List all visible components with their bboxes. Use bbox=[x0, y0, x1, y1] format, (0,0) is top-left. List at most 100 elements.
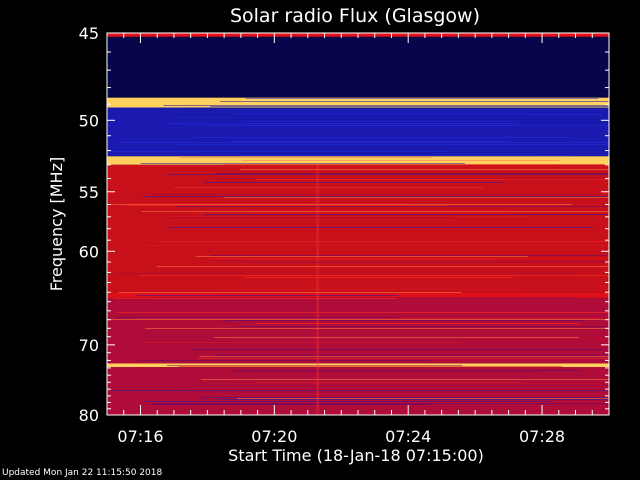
noise-streak bbox=[233, 370, 581, 371]
noise-streak bbox=[219, 399, 609, 400]
noise-streak bbox=[152, 194, 594, 195]
noise-streak bbox=[133, 325, 609, 326]
noise-streak bbox=[243, 121, 515, 122]
noise-streak bbox=[209, 106, 610, 107]
noise-streak bbox=[163, 105, 609, 106]
noise-streak bbox=[116, 312, 609, 313]
noise-streak bbox=[249, 262, 609, 263]
y-tick-label-70: 70 bbox=[79, 336, 99, 355]
noise-streak bbox=[195, 137, 570, 138]
noise-streak bbox=[209, 258, 609, 259]
noise-streak bbox=[216, 178, 609, 179]
noise-streak bbox=[199, 356, 610, 357]
noise-streak bbox=[192, 402, 610, 403]
noise-streak bbox=[191, 349, 605, 350]
noise-streak bbox=[220, 101, 609, 102]
noise-streak bbox=[108, 204, 573, 205]
noise-streak bbox=[169, 217, 453, 218]
noise-streak bbox=[234, 338, 609, 339]
noise-streak bbox=[184, 108, 609, 109]
noise-streak bbox=[137, 371, 543, 372]
noise-streak bbox=[195, 256, 529, 257]
heatmap-band-5 bbox=[107, 164, 609, 293]
noise-streak bbox=[239, 155, 574, 156]
noise-streak bbox=[171, 115, 527, 116]
noise-streak bbox=[199, 152, 533, 153]
heatmap-band-7 bbox=[107, 297, 609, 364]
noise-streak bbox=[127, 205, 450, 206]
heatmap-band-2 bbox=[107, 97, 609, 108]
y-tick-label-45: 45 bbox=[79, 24, 99, 43]
noise-streak bbox=[221, 201, 609, 202]
noise-streak bbox=[255, 179, 609, 180]
noise-streak bbox=[143, 401, 552, 402]
noise-streak bbox=[113, 298, 398, 299]
noise-streak bbox=[187, 125, 609, 126]
noise-streak bbox=[242, 160, 560, 161]
heatmap-area bbox=[107, 33, 609, 415]
noise-streak bbox=[246, 212, 610, 213]
noise-streak bbox=[245, 282, 609, 283]
noise-streak bbox=[236, 326, 609, 327]
noise-streak bbox=[142, 196, 609, 197]
noise-streak bbox=[153, 403, 609, 404]
noise-streak bbox=[127, 203, 407, 204]
noise-streak bbox=[116, 317, 396, 318]
noise-streak bbox=[210, 255, 609, 256]
noise-streak bbox=[140, 163, 465, 164]
y-tick-label-80: 80 bbox=[79, 406, 99, 425]
noise-streak bbox=[243, 277, 513, 278]
noise-streak bbox=[212, 355, 609, 356]
noise-streak bbox=[216, 173, 610, 174]
x-tick-label-2: 07:24 bbox=[385, 427, 431, 446]
noise-streak bbox=[107, 319, 609, 320]
noise-streak bbox=[178, 366, 562, 367]
noise-streak bbox=[137, 318, 609, 319]
noise-streak bbox=[256, 382, 521, 383]
noise-streak bbox=[168, 123, 519, 124]
noise-streak bbox=[233, 114, 601, 115]
noise-streak bbox=[174, 187, 484, 188]
noise-streak bbox=[155, 297, 576, 298]
noise-streak bbox=[142, 245, 609, 246]
noise-streak bbox=[256, 323, 580, 324]
y-tick-label-55: 55 bbox=[79, 183, 99, 202]
noise-streak bbox=[141, 211, 609, 212]
noise-streak bbox=[215, 289, 521, 290]
noise-streak bbox=[148, 119, 597, 120]
x-tick-label-1: 07:20 bbox=[251, 427, 297, 446]
chart-title: Solar radio Flux (Glasgow) bbox=[230, 5, 480, 27]
noise-streak bbox=[197, 213, 509, 214]
noise-streak bbox=[187, 385, 610, 386]
y-axis-label: Frequency [MHz] bbox=[47, 157, 66, 291]
noise-streak bbox=[141, 342, 462, 343]
noise-streak bbox=[113, 273, 581, 274]
noise-streak bbox=[211, 261, 609, 262]
noise-streak bbox=[222, 164, 609, 165]
x-tick-label-0: 07:16 bbox=[117, 427, 163, 446]
noise-streak bbox=[156, 266, 609, 267]
noise-streak bbox=[118, 142, 609, 143]
x-axis: 07:16 07:20 07:24 07:28 bbox=[117, 33, 593, 446]
noise-streak bbox=[118, 292, 462, 293]
noise-streak bbox=[168, 227, 594, 228]
noise-streak bbox=[111, 390, 610, 391]
heatmap-noise bbox=[107, 98, 610, 415]
noise-streak bbox=[200, 379, 609, 380]
noise-streak bbox=[236, 398, 609, 399]
noise-streak bbox=[204, 182, 503, 183]
noise-streak bbox=[213, 394, 610, 395]
y-tick-label-50: 50 bbox=[79, 111, 99, 130]
noise-streak bbox=[197, 358, 610, 359]
noise-streak bbox=[175, 206, 609, 207]
noise-streak bbox=[136, 295, 399, 296]
updated-timestamp: Updated Mon Jan 22 11:15:50 2018 bbox=[2, 468, 163, 478]
noise-streak bbox=[207, 122, 609, 123]
noise-streak bbox=[175, 144, 609, 145]
noise-streak bbox=[145, 328, 609, 329]
y-tick-label-60: 60 bbox=[79, 242, 99, 261]
x-tick-label-3: 07:28 bbox=[519, 427, 565, 446]
x-axis-label: Start Time (18-Jan-18 07:15:00) bbox=[228, 446, 484, 465]
noise-streak bbox=[222, 320, 586, 321]
noise-streak bbox=[158, 241, 610, 242]
